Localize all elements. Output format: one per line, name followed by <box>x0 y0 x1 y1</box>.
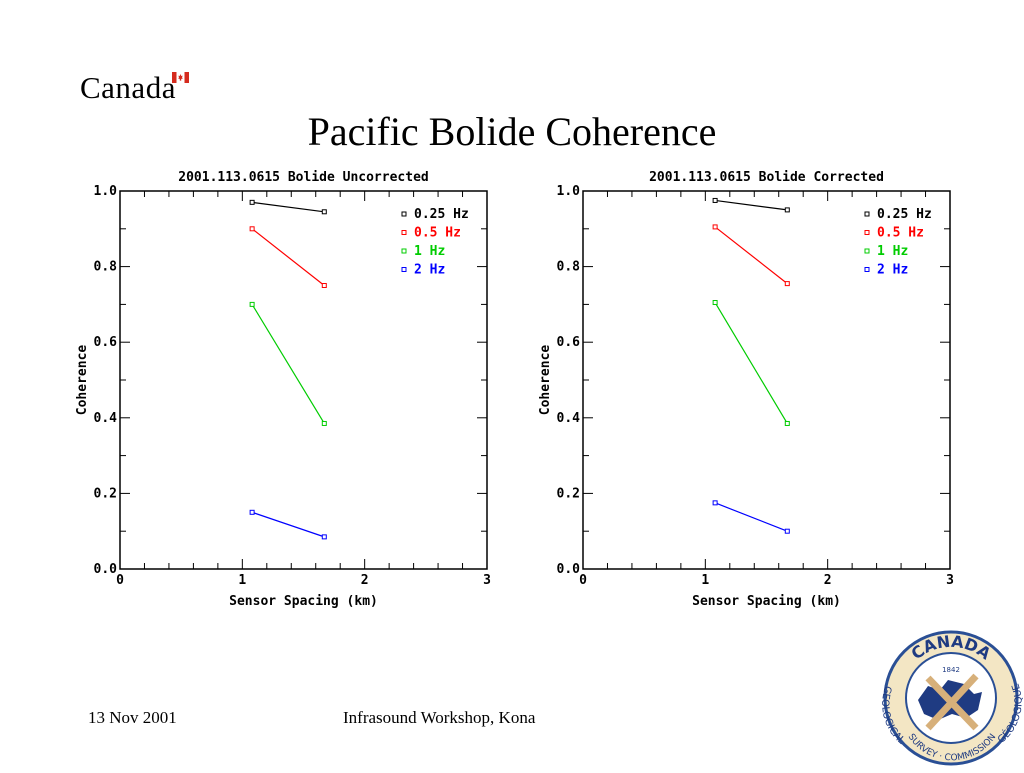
x-axis-label: Sensor Spacing (km) <box>692 594 841 609</box>
legend-label: 0.25 Hz <box>414 207 469 222</box>
legend-marker <box>401 267 407 272</box>
footer-event: Infrasound Workshop, Kona <box>343 708 536 727</box>
legend-marker <box>864 267 870 272</box>
y-tick-label: 0.6 <box>557 335 581 350</box>
legend-label: 1 Hz <box>877 244 908 259</box>
legend-label: 0.5 Hz <box>414 226 461 241</box>
series-line <box>714 226 788 285</box>
data-point <box>784 207 790 213</box>
legend-marker <box>401 211 407 217</box>
x-tick-label: 2 <box>361 573 369 588</box>
x-tick-label: 3 <box>946 573 954 588</box>
data-point <box>712 224 718 230</box>
y-tick-label: 0.2 <box>557 486 580 501</box>
y-tick-label: 0.2 <box>94 486 117 501</box>
slide-title: Pacific Bolide Coherence <box>307 109 717 154</box>
data-point <box>321 534 327 540</box>
legend-marker <box>864 211 870 217</box>
x-axis-label: Sensor Spacing (km) <box>229 594 378 609</box>
data-point <box>784 528 790 534</box>
data-point <box>249 199 255 205</box>
legend-marker <box>864 248 870 254</box>
legend-label: 0.5 Hz <box>877 226 924 241</box>
y-tick-label: 0.6 <box>94 335 118 350</box>
x-tick-label: 1 <box>238 573 246 588</box>
y-axis-label: Coherence <box>75 345 90 416</box>
legend-marker <box>401 248 407 254</box>
data-point <box>712 197 718 203</box>
series-line <box>714 302 788 424</box>
x-tick-label: 2 <box>824 573 832 588</box>
series-line <box>714 502 788 532</box>
chart-title: 2001.113.0615 Bolide Corrected <box>649 170 884 185</box>
x-tick-label: 3 <box>483 573 491 588</box>
y-tick-label: 0.4 <box>557 411 581 426</box>
seal-year: 1842 <box>942 666 960 674</box>
series-line <box>715 199 788 211</box>
data-point <box>321 209 327 215</box>
data-point <box>712 500 718 506</box>
x-tick-label: 1 <box>701 573 709 588</box>
data-point <box>321 420 327 426</box>
series-line <box>251 511 325 538</box>
y-tick-label: 1.0 <box>557 184 581 199</box>
chart-svg: 2001.113.0615 Bolide Uncorrected 0 1 2 3 0.0 0… <box>75 170 491 609</box>
data-point <box>249 509 255 515</box>
series-line <box>252 201 325 213</box>
data-point <box>321 283 327 288</box>
series-line <box>251 228 325 286</box>
canada-wordmark: Canada <box>80 70 176 105</box>
canada-flag-icon <box>172 72 189 83</box>
y-tick-label: 0.0 <box>557 562 581 577</box>
legend-label: 1 Hz <box>414 244 445 259</box>
coherence-chart-uncorrected: 2001.113.0615 Bolide Uncorrected 0 1 2 3 0.0 0… <box>62 160 512 620</box>
data-point <box>784 420 790 426</box>
geological-survey-seal: CANADA 1842 GEOLOGICAL SURVEY · COMMISSI… <box>878 628 1024 768</box>
legend-marker <box>864 230 870 235</box>
data-point <box>249 301 255 307</box>
chart-svg: 2001.113.0615 Bolide Corrected 0 1 2 3 0.0 0.2… <box>538 170 954 609</box>
y-tick-label: 0.8 <box>557 260 581 275</box>
y-tick-label: 0.0 <box>94 562 118 577</box>
legend-label: 0.25 Hz <box>877 207 932 222</box>
x-tick-label: 0 <box>116 573 124 588</box>
chart-title: 2001.113.0615 Bolide Uncorrected <box>178 170 428 185</box>
y-tick-label: 1.0 <box>94 184 118 199</box>
coherence-chart-corrected: 2001.113.0615 Bolide Corrected 0 1 2 3 0.0 0.2… <box>525 160 975 620</box>
data-point <box>784 281 790 287</box>
data-point <box>249 226 255 232</box>
x-tick-label: 0 <box>579 573 587 588</box>
legend-label: 2 Hz <box>877 263 908 278</box>
legend-marker <box>401 230 407 235</box>
data-point <box>712 300 718 306</box>
legend-label: 2 Hz <box>414 263 445 278</box>
footer-date: 13 Nov 2001 <box>88 708 177 727</box>
y-tick-label: 0.4 <box>94 411 118 426</box>
series-line <box>251 304 325 424</box>
y-axis-label: Coherence <box>538 345 553 416</box>
y-tick-label: 0.8 <box>94 260 118 275</box>
